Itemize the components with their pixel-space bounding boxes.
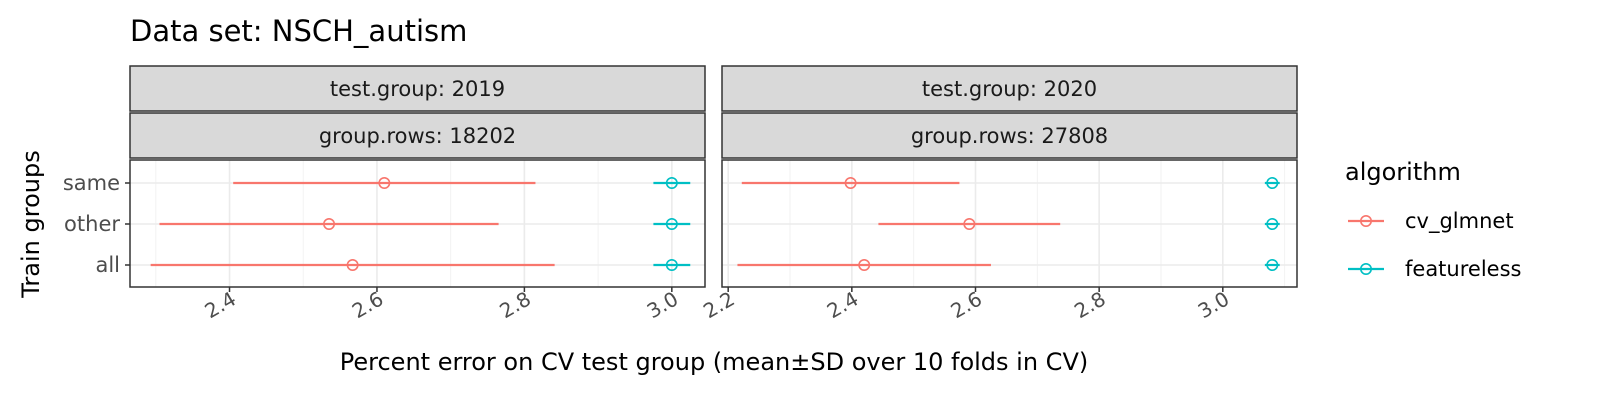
legend: algorithm cv_glmnet featureless: [1345, 158, 1521, 281]
x-tick-label: 2.6: [348, 287, 388, 324]
x-tick-label: 2.6: [946, 287, 986, 324]
y-axis-label: Train groups: [17, 150, 45, 298]
legend-label: cv_glmnet: [1405, 209, 1514, 234]
strip-top-box: [721, 65, 1298, 112]
strip-bottom-box: [721, 112, 1298, 159]
mean-point-featureless-other: [665, 218, 678, 231]
chart-title: Data set: NSCH_autism: [130, 14, 467, 48]
legend-key-point: [1360, 215, 1373, 228]
x-tick-label: 2.2: [699, 287, 739, 324]
legend-title: algorithm: [1345, 158, 1461, 186]
x-tick-label: 2.4: [823, 287, 863, 324]
x-tick-label: 2.4: [200, 287, 240, 324]
x-tick-label: 3.0: [1194, 287, 1234, 324]
strip-bottom-box: [129, 112, 706, 159]
mean-point-featureless-same: [665, 177, 678, 190]
legend-item-featureless: featureless: [1348, 257, 1521, 281]
mean-point-featureless-all: [665, 258, 678, 271]
mean-point-cv_glmnet-other: [323, 218, 336, 231]
x-axis-label: Percent error on CV test group (mean±SD …: [340, 348, 1088, 376]
legend-key-point: [1360, 262, 1373, 275]
legend-label: featureless: [1405, 257, 1521, 281]
facet-panels: test.group: 2019 group.rows: 18202 2.4 2.6 2…: [63, 65, 1298, 324]
mean-point-cv_glmnet-same: [378, 177, 391, 190]
x-tick-label: 2.8: [495, 287, 535, 324]
facet-panel-1: test.group: 2019 group.rows: 18202 2.4 2.6 2…: [63, 65, 706, 324]
strip-bottom-label: group.rows: 18202: [319, 124, 516, 148]
facet-panel-2: test.group: 2020 group.rows: 27808 2.2 2.4 2…: [699, 65, 1298, 324]
y-tick-label-all: all: [95, 253, 120, 277]
y-tick-label-other: other: [64, 212, 120, 236]
mean-point-cv_glmnet-other: [963, 218, 976, 231]
x-tick-label: 3.0: [643, 287, 683, 324]
strip-top-box: [129, 65, 706, 112]
mean-point-featureless-other: [1266, 218, 1279, 231]
x-tick-label: 2.8: [1070, 287, 1110, 324]
strip-bottom-label: group.rows: 27808: [911, 124, 1108, 148]
strip-top-label: test.group: 2020: [922, 77, 1097, 101]
y-tick-label-same: same: [63, 171, 120, 195]
mean-point-featureless-all: [1266, 258, 1279, 271]
mean-point-featureless-same: [1266, 177, 1279, 190]
mean-point-cv_glmnet-all: [858, 258, 871, 271]
mean-point-cv_glmnet-all: [346, 258, 359, 271]
legend-item-cv_glmnet: cv_glmnet: [1348, 209, 1514, 234]
mean-point-cv_glmnet-same: [844, 177, 857, 190]
strip-top-label: test.group: 2019: [330, 77, 505, 101]
panel-border: [721, 159, 1298, 288]
legend-items: cv_glmnet featureless: [1348, 209, 1521, 281]
